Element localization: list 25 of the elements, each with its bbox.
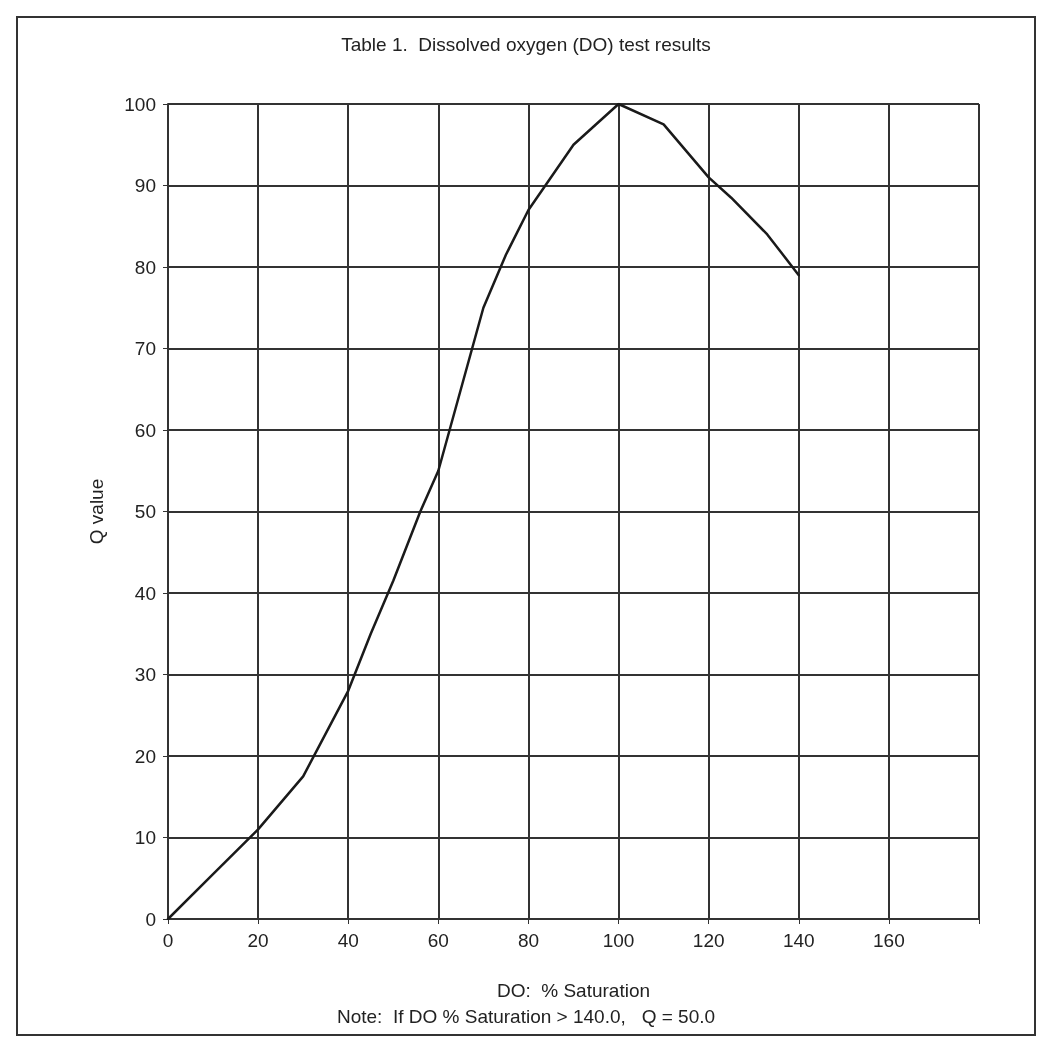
- y-tick-label: 50: [134, 501, 156, 522]
- chart-title: Table 1. Dissolved oxygen (DO) test results: [341, 34, 711, 55]
- y-tick-label: 20: [134, 745, 156, 767]
- x-tick-label: 40: [337, 930, 359, 951]
- y-tick-label: 70: [134, 338, 156, 359]
- x-tick-label: 100: [602, 930, 635, 951]
- y-tick-label: 40: [134, 582, 156, 604]
- x-tick-label: 60: [427, 930, 449, 951]
- x-tick-label: 120: [692, 930, 725, 951]
- x-axis-title: DO: % Saturation: [496, 980, 651, 1001]
- x-tick-label: 20: [247, 930, 269, 951]
- x-tick-label: 80: [517, 930, 540, 951]
- y-tick-label: 10: [134, 827, 156, 848]
- x-tick-label: 0: [162, 930, 174, 951]
- line-series: [166, 102, 801, 921]
- y-tick-label: 30: [134, 664, 156, 685]
- x-tick-label: 160: [873, 930, 905, 951]
- x-tick-label: 140: [782, 930, 815, 951]
- y-tick-label: 100: [124, 93, 156, 115]
- y-tick-label: 60: [134, 419, 156, 441]
- text: Note: If DO % Saturation > 140.0, Q = 50.0: [336, 1006, 716, 1027]
- y-tick-label: 90: [134, 175, 156, 196]
- y-tick-label: 80: [134, 256, 156, 278]
- y-tick-label: 0: [145, 908, 156, 930]
- y-axis-title: Q value: [86, 478, 107, 545]
